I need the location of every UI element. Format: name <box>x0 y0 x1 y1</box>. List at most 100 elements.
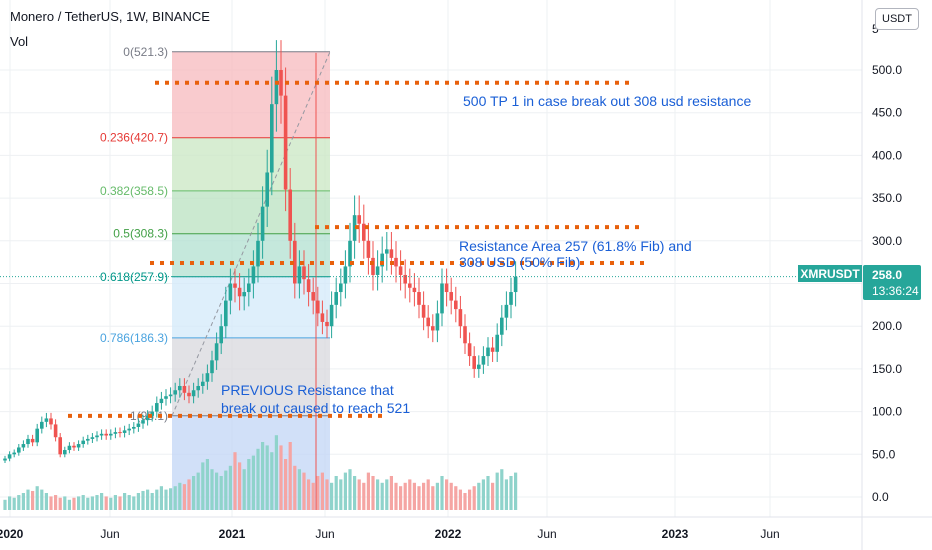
candle-body[interactable] <box>477 364 481 369</box>
candle-body[interactable] <box>53 424 58 438</box>
candle-body[interactable] <box>178 385 182 391</box>
candle-body[interactable] <box>104 433 108 436</box>
candle-body[interactable] <box>113 432 118 434</box>
currency-button[interactable]: USDT <box>875 8 919 30</box>
candle-body[interactable] <box>449 292 453 301</box>
candle-body[interactable] <box>210 360 214 374</box>
candle-body[interactable] <box>380 253 384 267</box>
candle-body[interactable] <box>58 437 62 455</box>
candle-body[interactable] <box>49 418 53 425</box>
candle-body[interactable] <box>99 433 104 436</box>
candle-body[interactable] <box>495 334 499 352</box>
candle-body[interactable] <box>76 444 81 448</box>
candle-body[interactable] <box>191 390 196 397</box>
candle-body[interactable] <box>316 300 320 314</box>
candle-body[interactable] <box>265 172 269 207</box>
candle-body[interactable] <box>205 373 210 382</box>
candle-body[interactable] <box>371 257 375 275</box>
candle-body[interactable] <box>30 438 35 443</box>
candle-body[interactable] <box>444 283 449 293</box>
candle-body[interactable] <box>320 313 325 322</box>
candle-body[interactable] <box>201 381 205 386</box>
candle-body[interactable] <box>7 454 12 459</box>
candle-body[interactable] <box>435 313 440 331</box>
candle-body[interactable] <box>440 283 444 314</box>
candle-body[interactable] <box>260 206 265 241</box>
candle-body[interactable] <box>141 420 145 424</box>
candle-body[interactable] <box>21 444 26 448</box>
candle-body[interactable] <box>417 292 421 305</box>
candle-body[interactable] <box>500 317 504 335</box>
candle-body[interactable] <box>233 283 237 288</box>
candle-body[interactable] <box>95 435 99 438</box>
candle-body[interactable] <box>12 452 16 455</box>
candle-body[interactable] <box>187 392 191 397</box>
candle-body[interactable] <box>343 266 348 284</box>
candle-body[interactable] <box>35 428 39 443</box>
candle-body[interactable] <box>214 343 219 361</box>
candle-body[interactable] <box>145 415 150 421</box>
candle-body[interactable] <box>302 266 306 280</box>
candle-body[interactable] <box>403 274 407 284</box>
candle-body[interactable] <box>375 266 380 275</box>
candle-body[interactable] <box>389 249 394 258</box>
candle-body[interactable] <box>426 317 430 327</box>
candle-body[interactable] <box>109 433 113 436</box>
candle-body[interactable] <box>219 326 223 344</box>
candle-body[interactable] <box>228 283 233 301</box>
candle-body[interactable] <box>311 292 315 301</box>
candle-body[interactable] <box>329 304 334 327</box>
candle-body[interactable] <box>251 266 256 284</box>
candle-body[interactable] <box>283 95 288 190</box>
candle-body[interactable] <box>155 403 159 412</box>
candle-body[interactable] <box>463 326 467 344</box>
candle-body[interactable] <box>150 411 154 416</box>
candle-body[interactable] <box>306 279 311 293</box>
candle-body[interactable] <box>421 304 426 318</box>
candle-body[interactable] <box>3 458 7 461</box>
candle-body[interactable] <box>509 292 513 305</box>
candle-body[interactable] <box>454 300 458 310</box>
candle-body[interactable] <box>81 440 85 445</box>
candle-body[interactable] <box>159 398 164 404</box>
candle-body[interactable] <box>339 283 343 293</box>
candle-body[interactable] <box>118 432 122 434</box>
candle-body[interactable] <box>486 347 490 357</box>
candle-body[interactable] <box>237 287 242 297</box>
candle-body[interactable] <box>412 287 417 293</box>
candle-body[interactable] <box>504 304 509 318</box>
candle-body[interactable] <box>513 276 518 293</box>
candle-body[interactable] <box>357 215 361 224</box>
candle-body[interactable] <box>398 266 403 275</box>
candle-body[interactable] <box>352 215 357 241</box>
candle-body[interactable] <box>168 394 173 397</box>
candle-body[interactable] <box>90 437 95 439</box>
candle-body[interactable] <box>44 418 49 422</box>
candle-body[interactable] <box>247 283 251 293</box>
candle-body[interactable] <box>490 347 495 352</box>
candle-body[interactable] <box>293 240 297 284</box>
candle-body[interactable] <box>334 292 338 305</box>
candle-body[interactable] <box>288 189 292 241</box>
candle-body[interactable] <box>270 104 274 173</box>
candle-body[interactable] <box>164 396 168 399</box>
candle-body[interactable] <box>366 240 371 258</box>
candle-body[interactable] <box>196 385 200 391</box>
candle-body[interactable] <box>136 423 141 427</box>
candle-body[interactable] <box>385 249 389 254</box>
candle-body[interactable] <box>67 445 72 451</box>
candle-body[interactable] <box>63 450 67 455</box>
candle-body[interactable] <box>173 390 177 395</box>
candle-body[interactable] <box>17 447 21 453</box>
candle-body[interactable] <box>348 240 352 267</box>
candle-body[interactable] <box>325 321 329 327</box>
candle-body[interactable] <box>394 257 398 267</box>
candle-body[interactable] <box>224 300 228 327</box>
candle-body[interactable] <box>86 438 90 441</box>
candle-body[interactable] <box>274 70 279 105</box>
candle-body[interactable] <box>481 356 486 365</box>
candle-body[interactable] <box>182 385 187 393</box>
candle-body[interactable] <box>362 223 366 241</box>
candle-body[interactable] <box>297 266 302 284</box>
